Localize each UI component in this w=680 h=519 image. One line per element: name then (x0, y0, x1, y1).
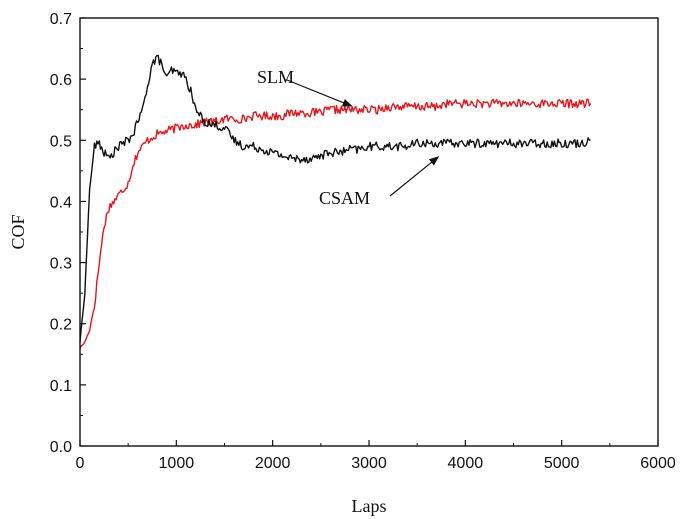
plot-frame (79, 17, 659, 447)
x-axis-title: Laps (352, 496, 387, 516)
annotation-label-slm: SLM (257, 67, 294, 87)
y-axis-title: COF (8, 214, 28, 249)
annotation-arrow-slm (286, 79, 353, 107)
x-tick-label: 4000 (448, 455, 484, 472)
x-tick-label: 0 (76, 455, 85, 472)
y-tick-label: 0.5 (50, 133, 72, 150)
y-tick-label: 0.6 (50, 72, 72, 89)
x-tick-label: 3000 (351, 455, 387, 472)
series-line-csam (79, 54, 591, 343)
x-tick-label: 5000 (544, 455, 580, 472)
x-tick-label: 1000 (159, 455, 195, 472)
y-tick-label: 0.3 (50, 256, 72, 273)
ticks-layer (79, 17, 659, 447)
series-layer (79, 54, 592, 350)
labels-layer: 0 1000 2000 3000 4000 5000 6000 0.0 0.1 0.2 0.3 0.4… (50, 11, 676, 472)
x-tick-label: 6000 (640, 455, 676, 472)
annotation-label-csam: CSAM (319, 188, 370, 208)
annotation-arrow-csam (389, 156, 440, 197)
y-tick-label: 0.7 (50, 11, 72, 28)
y-tick-label: 0.2 (50, 317, 72, 334)
y-tick-label: 0.4 (50, 194, 72, 211)
y-tick-label: 0.0 (50, 439, 72, 456)
annotation-layer: SLM CSAM (257, 67, 440, 208)
x-tick-label: 2000 (255, 455, 291, 472)
y-tick-label: 0.1 (50, 378, 72, 395)
series-line-slm (79, 98, 592, 350)
